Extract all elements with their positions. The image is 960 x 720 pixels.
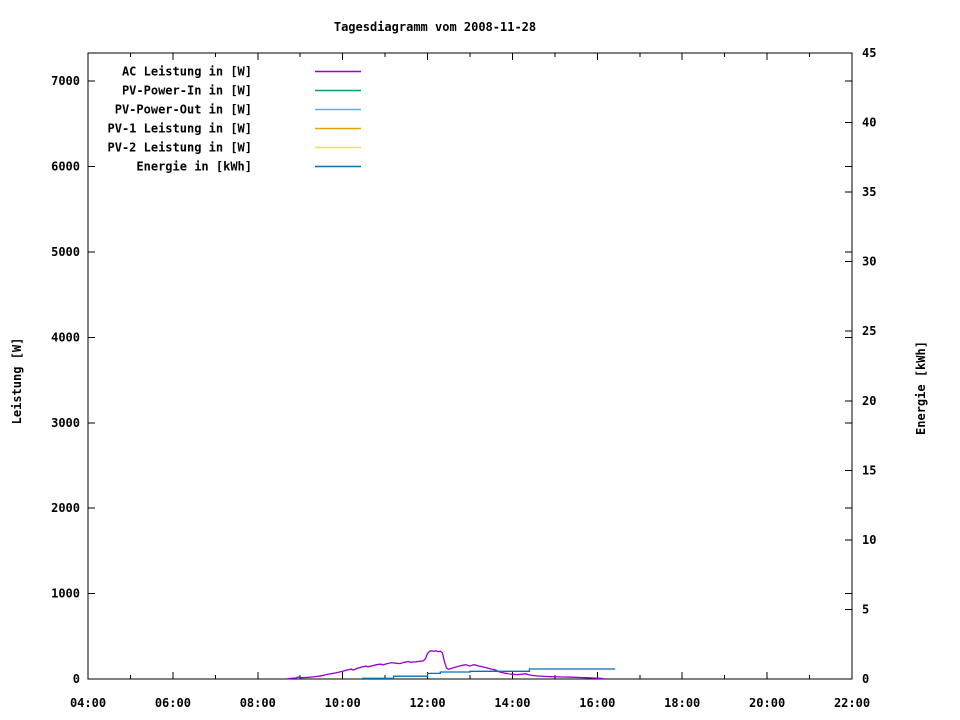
x-tick-label: 18:00 [664,696,700,710]
x-tick-label: 16:00 [579,696,615,710]
y-tick-label: 0 [73,672,80,686]
x-tick-label: 06:00 [155,696,191,710]
y-tick-label: 3000 [51,416,80,430]
x-tick-label: 20:00 [749,696,785,710]
x-tick-label: 10:00 [325,696,361,710]
chart-title: Tagesdiagramm vom 2008-11-28 [333,20,537,34]
legend-label: PV-1 Leistung in [W] [108,122,253,136]
x-tick-label: 14:00 [494,696,530,710]
y-tick-label: 4000 [51,330,80,344]
x-tick-label: 22:00 [834,696,870,710]
y2-tick-label: 0 [862,672,869,686]
legend-label: AC Leistung in [W] [122,65,252,79]
series-line-energie-in-kwh- [361,668,616,679]
legend-label: PV-Power-In in [W] [122,84,252,98]
y2-tick-label: 25 [862,324,876,338]
y2-tick-label: 35 [862,185,876,199]
legend-label: PV-Power-Out in [W] [115,103,252,117]
x-tick-label: 12:00 [409,696,445,710]
y-tick-label: 1000 [51,587,80,601]
y2-tick-label: 5 [862,602,869,616]
y-tick-label: 7000 [51,74,80,88]
x-tick-label: 08:00 [240,696,276,710]
y2-tick-label: 10 [862,533,876,547]
y2-tick-label: 15 [862,463,876,477]
y-tick-label: 5000 [51,245,80,259]
y2-tick-label: 20 [862,394,876,408]
y2-tick-label: 40 [862,116,876,130]
y-tick-label: 6000 [51,160,80,174]
legend-label: PV-2 Leistung in [W] [108,141,253,155]
series-line-ac-leistung-in-w- [287,650,604,680]
y2-tick-label: 45 [862,46,876,60]
x-tick-label: 04:00 [70,696,106,710]
y2-tick-label: 30 [862,255,876,269]
y-tick-label: 2000 [51,501,80,515]
legend-label: Energie in [kWh] [136,160,252,174]
